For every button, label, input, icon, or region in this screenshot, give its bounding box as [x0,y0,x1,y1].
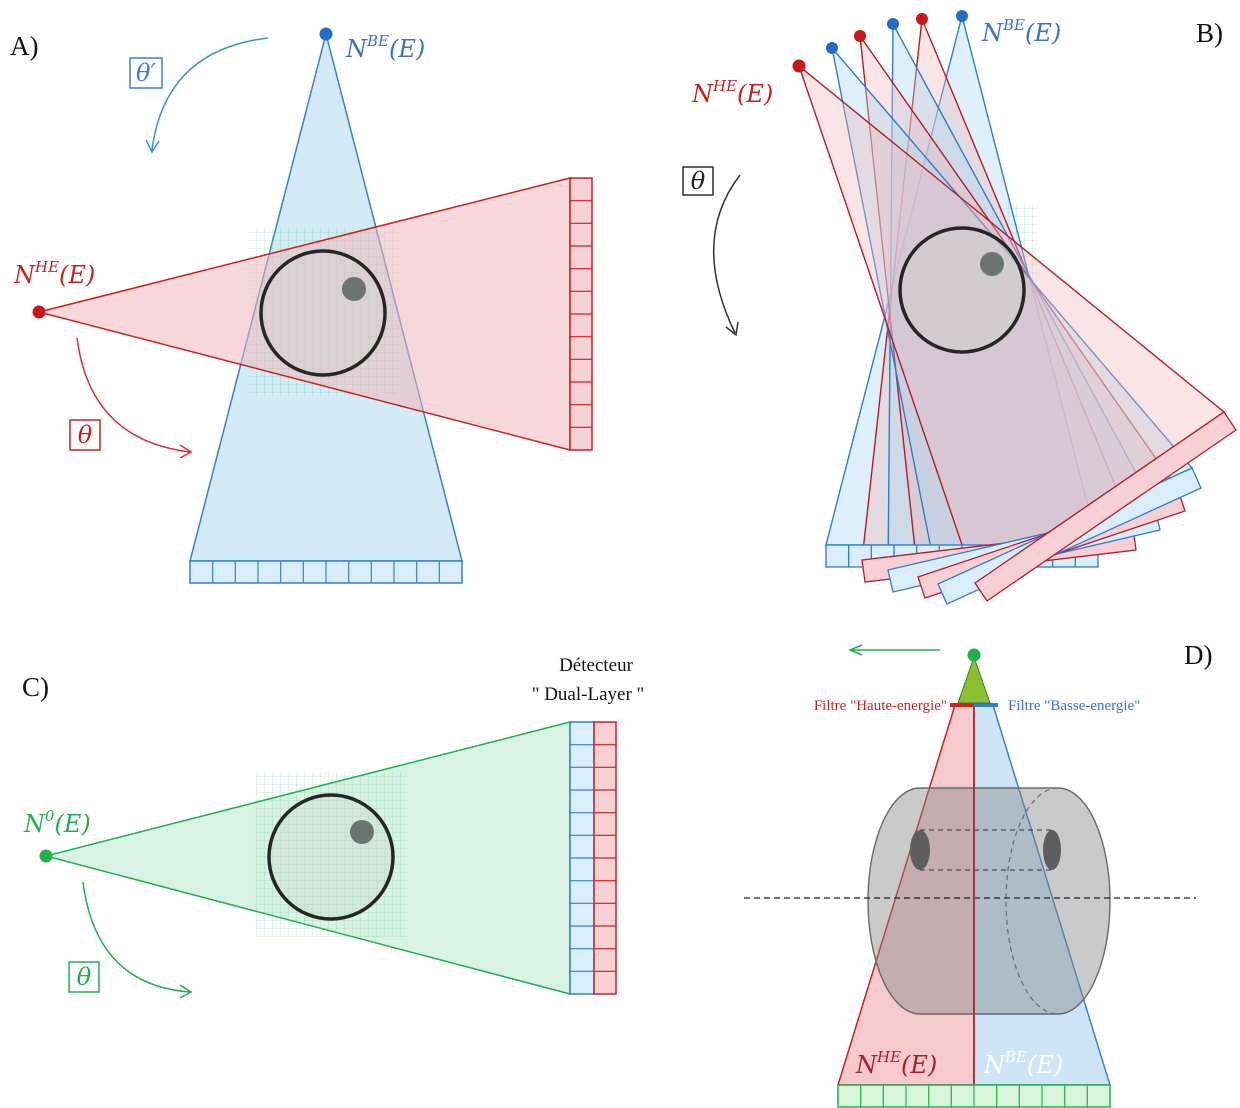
source-b-4 [854,30,866,42]
low-filter-label: Filtre "Basse-energie" [1008,698,1140,714]
polychromatic-source [39,849,53,863]
object-disc-c [267,793,395,921]
source-cone [957,655,991,704]
high-energy-source [32,305,46,319]
rotated-detectors [825,411,1237,605]
object-inclusion [342,277,366,301]
high-energy-detector [569,177,593,451]
source-b-1 [956,10,968,22]
panel-label-c: C) [22,672,49,702]
object-disc-b [898,226,1026,354]
n0-label: N0(E) [23,807,91,838]
panel-c: θ N0(E) Détecteur " Dual-Layer " C) [22,655,645,999]
source-d [967,648,981,662]
object-disc [259,249,387,377]
n-he-label-b: NHE(E) [691,77,773,108]
theta-box-c [68,961,100,993]
detector-title-line1: Détecteur [559,655,634,676]
n-be-label-a: NBE(E) [345,32,425,63]
rotated-fans [797,15,1226,586]
theta-label-c: θ [77,963,92,991]
cylinder-phantom [867,787,1111,1015]
source-b-2 [916,13,928,25]
low-energy-source [319,27,333,41]
source-b-6 [792,59,806,73]
rotation-arrow-theta-b [713,174,741,334]
panel-label-a: A) [10,31,39,61]
rotation-arrow-theta-prime [151,37,269,151]
panel-label-b: B) [1196,18,1223,48]
panel-a: θ′ θ NBE(E) NHE(E) A) [10,27,593,584]
panel-d: Filtre "Haute-energie" Filtre "Basse-ene… [744,640,1213,1108]
panel-b: θ NHE(E) NBE(E) B) [682,10,1237,605]
theta-box-red [69,419,101,451]
detector-title-line2: " Dual-Layer " [532,684,645,705]
source-b-5 [826,42,838,54]
object-inclusion-b [980,252,1004,276]
theta-prime-label: θ′ [136,59,156,87]
reconstruction-grid-c [255,772,407,937]
n-he-label-a: NHE(E) [13,258,95,289]
object-inclusion-c [350,820,374,844]
n-be-label-b: NBE(E) [981,16,1061,47]
reconstruction-grid-b [885,205,1037,370]
n-he-label-d: NHE(E) [855,1048,937,1079]
rotation-arrow-theta [76,337,191,453]
dual-layer-detector [569,721,617,995]
theta-label-b: θ [691,167,706,195]
low-energy-detector [189,560,463,584]
panel-label-d: D) [1184,640,1213,670]
rotation-arrow-theta-c [82,881,191,993]
theta-label-red: θ [78,421,93,449]
flat-detector-d [837,1084,1111,1108]
theta-prime-box [129,57,163,89]
n-be-label-d: NBE(E) [983,1048,1063,1079]
theta-box-b [682,166,714,196]
source-b-3 [887,18,899,30]
high-filter-label: Filtre "Haute-energie" [814,698,947,714]
